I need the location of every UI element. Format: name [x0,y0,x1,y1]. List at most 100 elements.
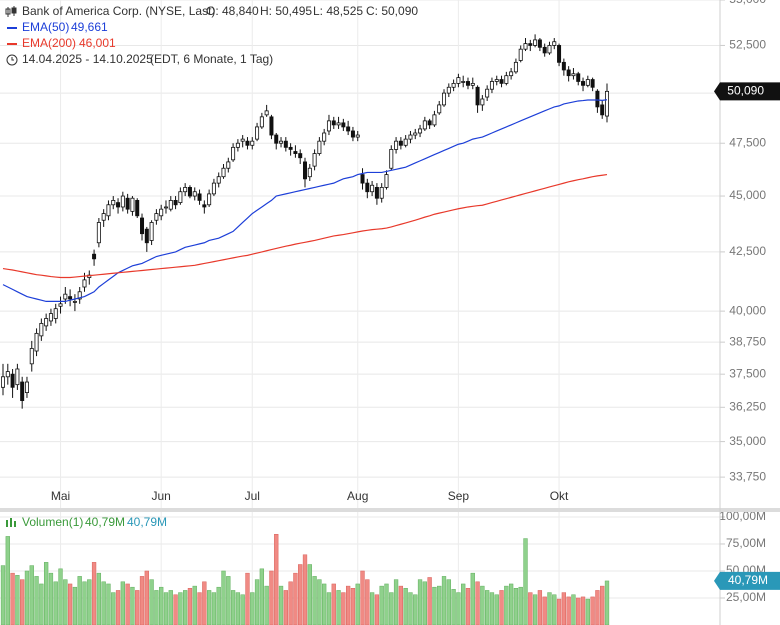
candle-body [557,45,562,63]
header-close: C: 50,090 [366,4,418,18]
y-tick-label: 45,000 [729,188,766,202]
volume-bar [302,554,308,625]
volume-tag-label: 40,79M [728,573,768,587]
volume-bar [10,572,15,625]
volume-bar [403,588,408,625]
volume-bar [91,562,97,625]
candle-body [504,75,509,84]
candle-body [494,79,499,82]
volume-bar [508,583,514,625]
volume-bar [341,592,346,625]
volume-bar [475,581,480,625]
candle-body [322,132,327,142]
volume-bar [245,572,250,625]
volume-bar [269,570,274,625]
volume-bar [427,577,432,625]
candle-body [374,187,379,199]
price-tag [714,82,780,101]
candle-body [125,197,130,210]
x-tick-label: Mai [51,489,70,503]
volume-bar [20,579,25,625]
y-tick-label: 33,750 [729,469,766,483]
candle-body [101,213,106,221]
volume-bar [63,579,68,625]
volume-bar [254,579,260,625]
volume-bar [326,592,332,625]
candle-body [130,197,135,212]
candle-body [149,222,154,241]
y-tick-label: 47,500 [729,135,766,149]
candle-body [24,381,29,393]
candle-body [192,191,197,197]
volume-bar [43,562,49,625]
candle-body [240,138,245,142]
candle-body [346,126,351,132]
volume-bar [87,579,92,625]
candle-body [288,146,293,150]
volume-bar [34,576,39,625]
volume-bar [422,581,427,625]
candle-body [523,43,528,50]
volume-bar [293,572,298,625]
volume-bar [576,597,581,625]
candle-body [96,222,101,244]
volume-bar [393,579,399,625]
volume-bar [259,568,265,625]
candle-body [298,153,303,159]
volume-bar [163,592,169,625]
volume-bar [0,565,6,625]
volume-bar [350,588,356,625]
candle-body [427,120,432,126]
candle-body [48,313,53,322]
volume-bar [504,585,509,625]
candle-body [92,253,97,260]
candle-body [499,79,504,84]
candle-body [537,39,542,48]
volume-bar [580,596,586,625]
candle-body [259,116,264,128]
volume-bar [480,585,485,625]
candle-body [264,110,269,116]
candle-body [456,77,461,84]
volume-bar [168,590,173,625]
volume-bar [456,592,461,625]
candle-body [187,187,192,197]
candle-body [398,140,403,146]
volume-bar [53,581,58,625]
x-tick-label: Jun [152,489,171,503]
legend-value: 49,661 [71,20,108,34]
volume-bar [437,585,442,625]
candle-body [518,48,523,61]
candle-body [422,120,427,130]
tags: 50,090 40,79M [714,82,780,590]
candle-body [451,82,456,88]
volume-bar [82,581,87,625]
volume-bar [336,590,341,625]
volume-value: 40,79M [85,515,125,529]
volume-bar [274,534,279,625]
candle-icon [5,6,17,17]
candle-body [293,151,298,154]
volume-bar [283,590,288,625]
volume-bar [542,596,547,625]
legend-label: EMA(200) [22,36,76,50]
volume-bar [312,576,317,625]
volume-bar [183,590,188,625]
candle-body [68,296,73,300]
candle-body [183,187,188,193]
volume-bar [499,590,504,625]
candle-body [355,134,360,138]
candle-body [442,92,447,106]
volume-bar [322,583,327,625]
volume-bar [72,586,78,625]
candle-body [513,61,518,73]
candle-body [379,187,384,199]
candle-body [39,323,44,337]
candle-body [350,130,355,138]
volume-bar [446,579,451,625]
volume-bar [48,572,54,625]
volume-icon [6,518,16,527]
candle-body [140,217,145,235]
